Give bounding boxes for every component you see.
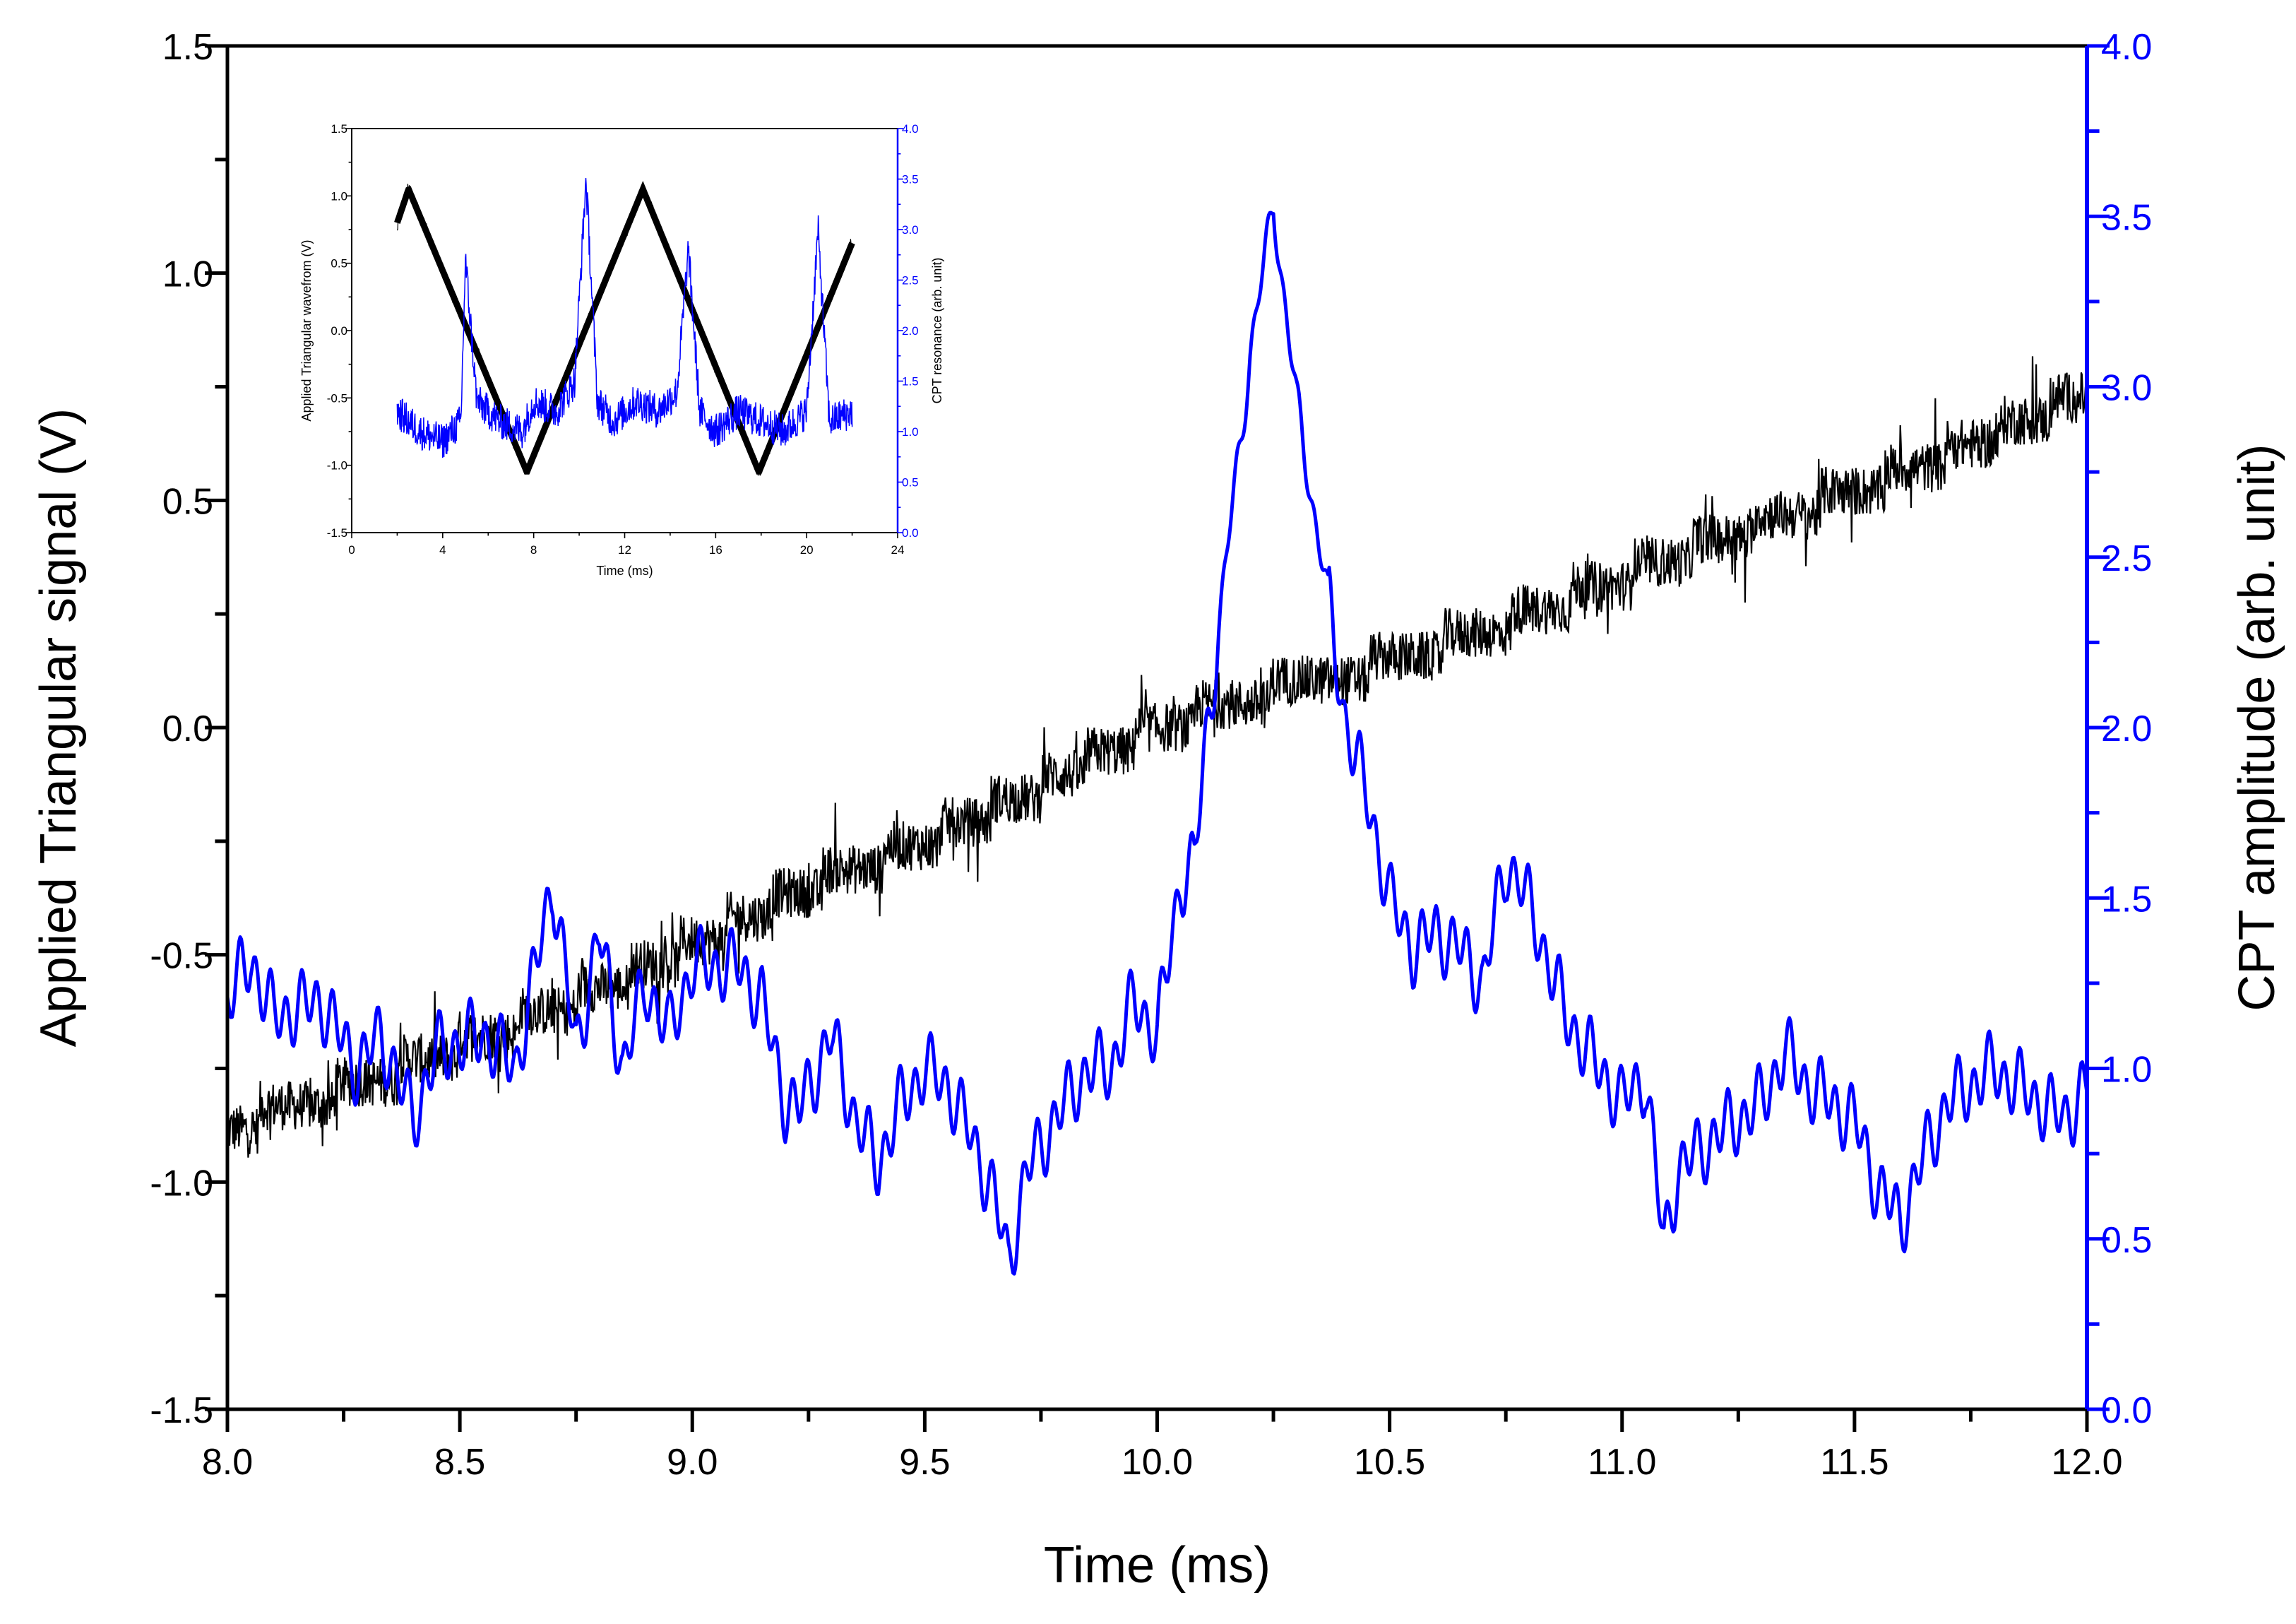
y-left-axis-label: Applied Triangular signal (V)	[30, 408, 87, 1047]
x-tick-label: 11.5	[1820, 1442, 1888, 1483]
y-left-tick-label: -0.5	[150, 936, 213, 977]
y-left-tick-label: -1.5	[150, 1390, 213, 1431]
x-tick-label: 8.0	[202, 1442, 253, 1483]
x-tick-label: 12.0	[2051, 1442, 2122, 1483]
y-left-tick-label: -1.0	[327, 459, 347, 473]
inset-series-group	[394, 177, 855, 476]
y-right-tick-label: 0.0	[2101, 1390, 2152, 1431]
y-left-tick-label: -1.0	[150, 1163, 213, 1204]
inset-y-right-axis-ticks: 0.0 0.5 1.0 1.5 2.0 2.5 3.0 3.5 4.0	[898, 122, 919, 540]
inset-y-left-axis-label: Applied Triangular wavefrom (V)	[299, 239, 314, 421]
y-right-tick-label: 2.0	[2101, 709, 2152, 749]
y-left-axis-ticks: -1.5 -1.0 -0.5 0.0 0.5 1.0 1.5	[150, 27, 227, 1431]
y-right-tick-label: 4.0	[2101, 27, 2152, 68]
y-left-tick-label: 0.5	[162, 481, 213, 522]
inset-x-axis-ticks: 0 4 8 12 16 20 24	[348, 533, 904, 557]
inset-y-left-axis-ticks: -1.5 -1.0 -0.5 0.0 0.5 1.0 1.5	[327, 122, 352, 540]
x-tick-label: 20	[800, 543, 814, 557]
y-left-tick-label: 1.5	[331, 122, 347, 136]
y-right-tick-label: 0.5	[902, 476, 919, 490]
x-tick-label: 9.0	[667, 1442, 718, 1483]
y-right-axis-label: CPT amplitude (arb. unit)	[2229, 444, 2285, 1011]
y-left-tick-label: 0.0	[331, 324, 347, 338]
y-right-tick-label: 3.5	[2101, 197, 2152, 238]
series-applied-triangular-signal	[227, 356, 2088, 1158]
y-right-tick-label: 3.5	[902, 173, 919, 186]
y-right-tick-label: 1.5	[2101, 879, 2152, 920]
y-right-tick-label: 0.0	[902, 526, 919, 540]
x-axis-label: Time (ms)	[1044, 1537, 1271, 1594]
y-left-tick-label: 0.0	[162, 709, 213, 749]
y-right-tick-label: 1.5	[902, 375, 919, 389]
y-left-tick-label: -1.5	[327, 526, 347, 540]
x-tick-label: 24	[891, 543, 905, 557]
y-right-tick-label: 0.5	[2101, 1220, 2152, 1261]
x-tick-label: 4	[439, 543, 446, 557]
x-axis-ticks: 8.0 8.5 9.0 9.5 10.0 10.5 11.0 11.5 12.0	[202, 1409, 2123, 1483]
series-cpt-amplitude	[225, 211, 2089, 1276]
y-right-tick-label: 2.5	[902, 274, 919, 288]
y-right-tick-label: 4.0	[902, 122, 919, 136]
y-right-tick-label: 3.0	[2101, 368, 2152, 409]
x-tick-label: 9.5	[899, 1442, 950, 1483]
inset-background	[281, 114, 961, 589]
main-chart: 8.0 8.5 9.0 9.5 10.0 10.5 11.0 11.5 12.0 -1.5-1.…	[30, 27, 2285, 1594]
x-tick-label: 0	[348, 543, 355, 557]
y-right-axis-ticks: 0.0 0.5 1.0 1.5 2.0 2.5 3.0 3.5 4.0	[2087, 27, 2152, 1431]
y-right-tick-label: 1.0	[902, 425, 919, 439]
x-tick-label: 11.0	[1588, 1442, 1656, 1483]
y-left-tick-label: 1.0	[331, 189, 347, 203]
y-right-tick-label: 1.0	[2101, 1050, 2152, 1091]
y-right-tick-label: 3.0	[902, 223, 919, 237]
inset-series-cpt-resonance	[396, 177, 853, 458]
x-tick-label: 8	[530, 543, 537, 557]
x-tick-label: 10.5	[1354, 1442, 1425, 1483]
x-tick-label: 8.5	[434, 1442, 485, 1483]
y-right-tick-label: 2.5	[2101, 538, 2152, 579]
y-left-tick-label: 0.5	[331, 257, 347, 271]
main-series-group	[225, 211, 2089, 1276]
x-tick-label: 12	[618, 543, 631, 557]
inset-y-right-axis-label: CPT resonance (arb. unit)	[930, 258, 944, 404]
x-tick-label: 16	[709, 543, 722, 557]
y-right-tick-label: 2.0	[902, 324, 919, 338]
inset-x-axis-label: Time (ms)	[596, 564, 653, 578]
y-left-tick-label: -0.5	[327, 391, 347, 405]
inset-chart: 0 4 8 12 16 20 24 -1.5 -1.0 -0.5 0.0 0.5 1.0 1.5 0.0…	[281, 114, 961, 589]
y-left-tick-label: 1.5	[162, 27, 213, 68]
y-left-tick-label: 1.0	[162, 254, 213, 295]
x-tick-label: 10.0	[1122, 1442, 1193, 1483]
